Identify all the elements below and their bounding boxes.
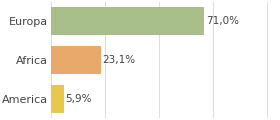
Bar: [51, 7, 204, 35]
Text: 71,0%: 71,0%: [206, 16, 239, 26]
Text: 23,1%: 23,1%: [103, 55, 136, 65]
Text: 5,9%: 5,9%: [66, 94, 92, 104]
Bar: [51, 46, 101, 74]
Bar: [51, 85, 64, 113]
